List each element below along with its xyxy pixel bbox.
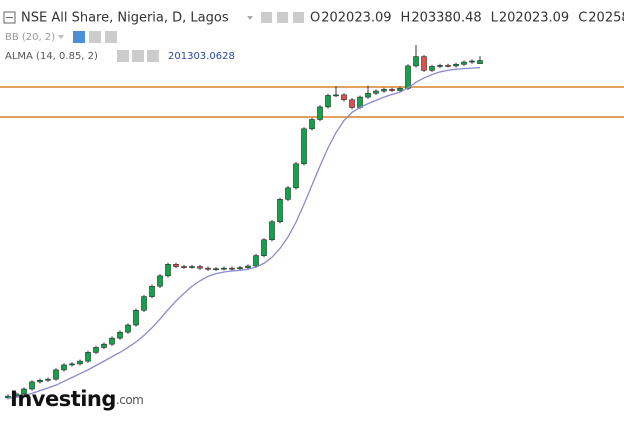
candle-body [437, 65, 443, 67]
candle-body [277, 199, 283, 223]
candle-body [285, 187, 291, 200]
candle-body [133, 309, 139, 326]
indicator-value: 201303.0628 [168, 51, 235, 62]
dropdown[interactable] [58, 35, 64, 39]
candle-body [53, 369, 59, 380]
watermark-main: Investing [10, 387, 116, 411]
candle-body [61, 364, 67, 371]
candle-body [157, 275, 163, 287]
candle-body [213, 268, 219, 271]
candle-body [165, 264, 171, 277]
eye-button[interactable] [261, 12, 272, 23]
candle-body [109, 337, 115, 345]
ohlc-value: 202023.09 [499, 11, 569, 26]
ohlc-value: 202023.09 [321, 11, 391, 26]
candle-body [221, 267, 227, 270]
candle-body [381, 89, 387, 92]
indicator-label: BB (20, 2) [5, 32, 55, 43]
chart-title: NSE All Share, Nigeria, D, Lagos [21, 11, 229, 26]
candle-body [101, 343, 107, 348]
candle-body [317, 106, 323, 120]
candle-body [421, 56, 427, 71]
candle-body [365, 92, 371, 98]
candle-body [149, 285, 155, 297]
eye-button[interactable] [117, 50, 129, 62]
alma-line [7, 66, 481, 399]
candle-body [37, 379, 43, 383]
settings-button[interactable] [132, 50, 144, 62]
candle-body [117, 331, 123, 339]
candle-body [477, 60, 483, 64]
ohlc-value: 203380.48 [411, 11, 481, 26]
candle-body [341, 94, 347, 101]
candle-body [205, 267, 211, 270]
plot-area [0, 45, 624, 400]
candle-body [45, 378, 51, 381]
candle-body [253, 255, 259, 267]
candle-body [461, 61, 467, 65]
candle-body [141, 296, 147, 311]
settings-button[interactable] [89, 31, 101, 43]
candle-body [453, 63, 459, 67]
candle-body [29, 381, 35, 390]
ohlc-label: C [578, 11, 587, 26]
candle-body [261, 239, 267, 256]
watermark: Investing.com [10, 387, 143, 411]
candle-body [269, 221, 275, 241]
candle-body [405, 65, 411, 89]
candle-body [181, 266, 187, 268]
collapse-icon[interactable] [3, 11, 16, 24]
indicator-label: ALMA (14, 0.85, 2) [5, 51, 98, 62]
settings-button[interactable] [277, 12, 288, 23]
candle-body [373, 90, 379, 94]
candle-body [397, 88, 403, 91]
candle-body [357, 96, 363, 108]
watermark-suffix: .com [116, 393, 143, 407]
candle-body [309, 119, 315, 130]
candle-body [333, 94, 339, 97]
ohlc-label: H [401, 11, 411, 26]
candle-body [93, 347, 99, 353]
eye-button[interactable] [73, 31, 85, 43]
candle-body [69, 363, 75, 366]
remove-button[interactable] [147, 50, 159, 62]
remove-button[interactable] [105, 31, 117, 43]
candle-body [293, 163, 299, 189]
candle-body [445, 65, 451, 67]
candle-body [21, 388, 27, 395]
candle-body [125, 324, 131, 333]
candle-body [349, 99, 355, 108]
candle-body [85, 352, 91, 362]
candle-body [245, 265, 251, 268]
remove-button[interactable] [293, 12, 304, 23]
candle-body [237, 267, 243, 270]
ohlc-label: O [310, 11, 320, 26]
candle-body [469, 60, 475, 63]
candle-body [229, 267, 235, 270]
candle-body [429, 66, 435, 71]
candle-body [325, 95, 331, 108]
candle-body [389, 89, 395, 91]
candle-body [197, 266, 203, 269]
dropdown[interactable] [247, 16, 253, 20]
ohlc-label: L [491, 11, 499, 26]
candle-body [301, 128, 307, 165]
candle-body [189, 266, 195, 268]
ohlc-value: 202585.52 [588, 11, 624, 26]
candle-body [77, 360, 83, 365]
candle-body [13, 393, 19, 397]
candle-body [413, 56, 419, 67]
candle-body [173, 264, 179, 267]
